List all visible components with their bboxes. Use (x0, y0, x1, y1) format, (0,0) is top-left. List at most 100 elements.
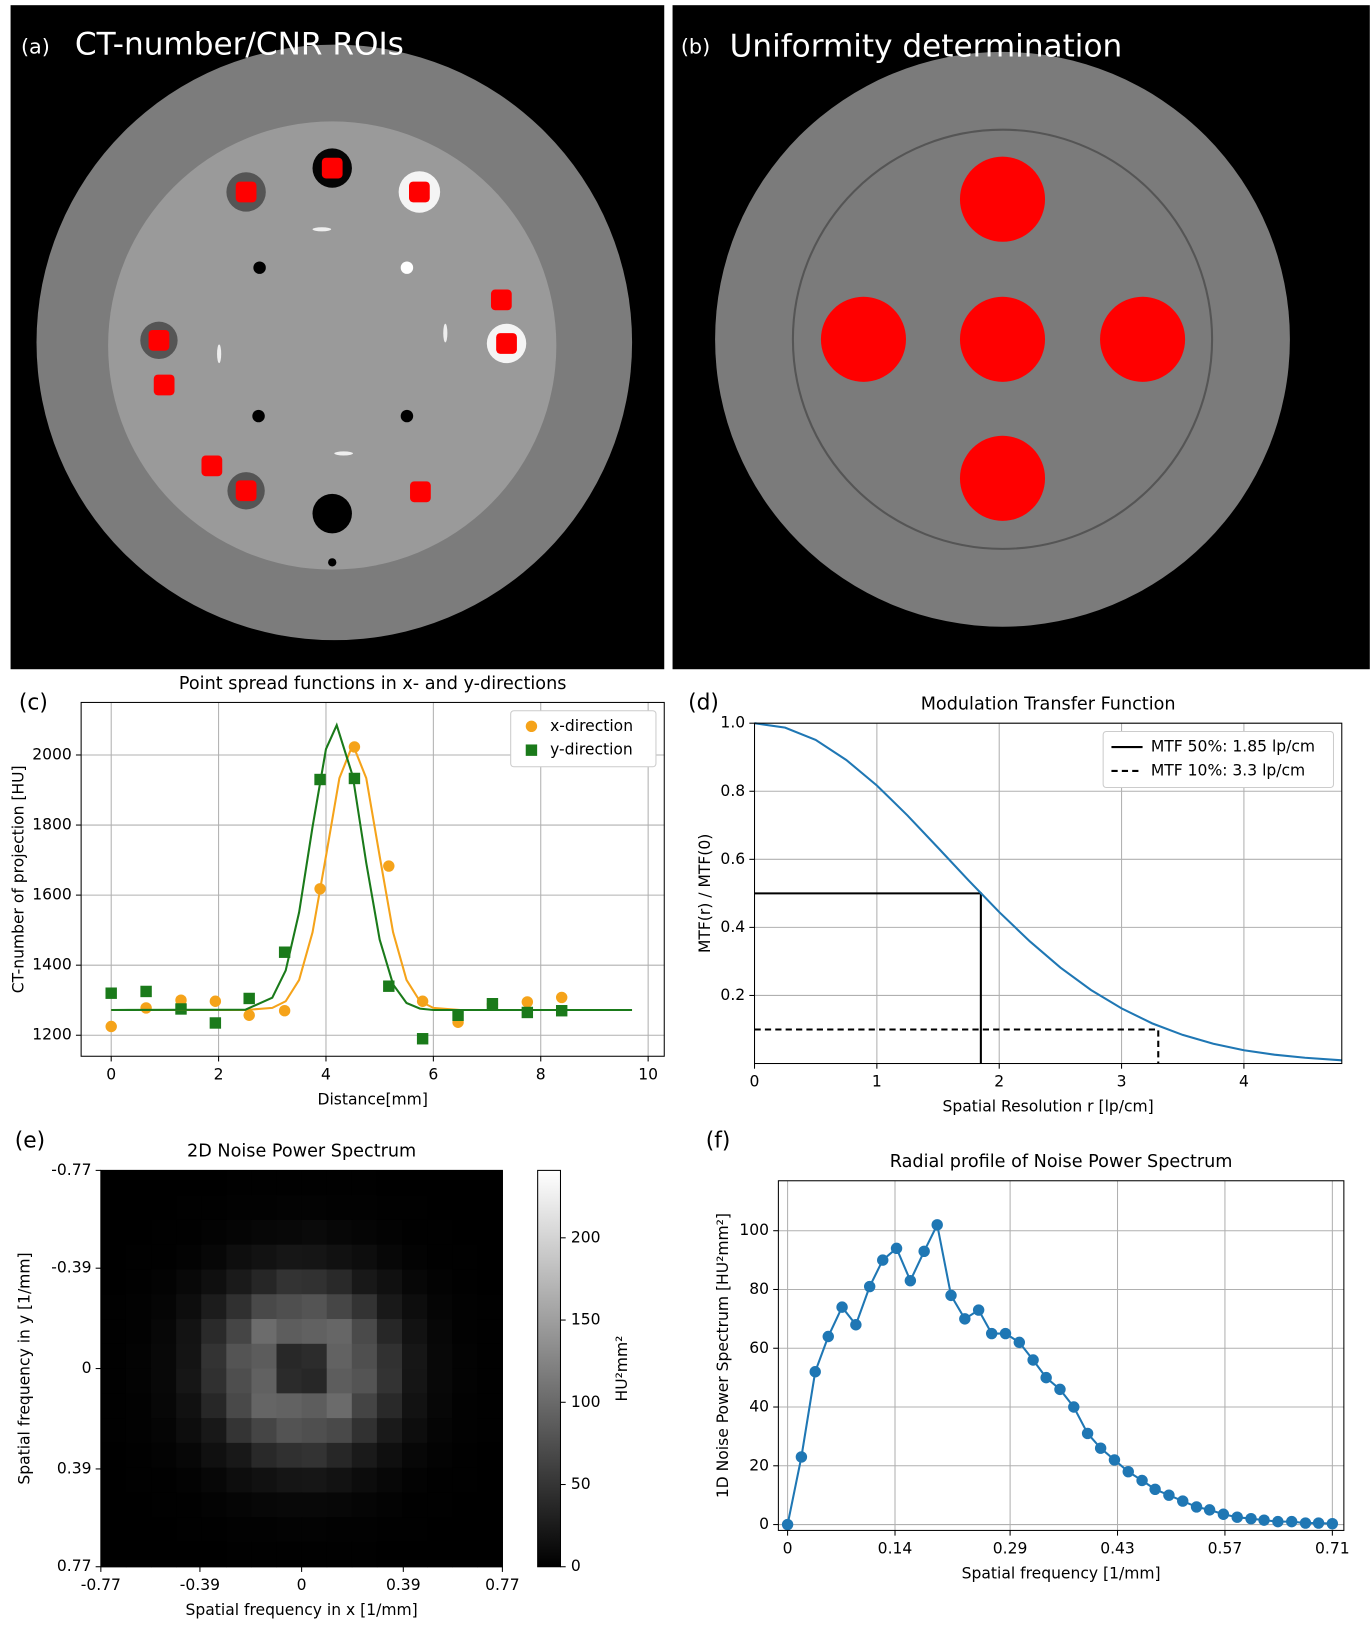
heat-cell (452, 1467, 478, 1493)
point (1177, 1495, 1189, 1507)
x-tick-label: 0.57 (1208, 1540, 1243, 1558)
reference-line (754, 1028, 1160, 1064)
heat-cell (251, 1170, 278, 1196)
heat-cell (376, 1517, 403, 1543)
heat-cell (125, 1393, 152, 1419)
heat-cell (276, 1418, 303, 1444)
heat-cell (301, 1319, 328, 1345)
heat-cell (201, 1294, 227, 1320)
x-tick-label: 10 (638, 1065, 658, 1083)
x-tick-label: 0.71 (1315, 1540, 1350, 1558)
heat-cell (452, 1269, 478, 1295)
y-tick-label: 0.2 (720, 986, 745, 1004)
heat-cell (402, 1294, 428, 1320)
heat-cell (151, 1467, 177, 1493)
point (1068, 1401, 1080, 1413)
heat-cell (226, 1319, 252, 1345)
point (486, 998, 499, 1010)
heat-cell (301, 1418, 328, 1444)
heat-cell (201, 1269, 227, 1295)
legend-label: MTF 50%: 1.85 lp/cm (1151, 738, 1315, 756)
heat-cell (276, 1319, 303, 1345)
heat-cell (201, 1418, 227, 1444)
heat-cell (427, 1195, 453, 1221)
point (1217, 1508, 1230, 1520)
heat-cell (402, 1368, 428, 1394)
point (1258, 1514, 1270, 1526)
point (1312, 1517, 1325, 1529)
heat-cell (326, 1541, 353, 1568)
panel-label: (f) (706, 1128, 731, 1153)
heat-cell (201, 1541, 227, 1568)
legend-box (510, 710, 657, 768)
x-axis-label: Spatial frequency in x [1/mm] (186, 1601, 418, 1619)
point (850, 1319, 862, 1331)
heat-cell (176, 1368, 202, 1394)
heat-cell (326, 1368, 353, 1394)
heat-cell (201, 1319, 227, 1345)
heat-cell (125, 1170, 152, 1196)
heat-cell (427, 1244, 453, 1270)
heat-cell (427, 1343, 453, 1370)
point (959, 1313, 971, 1325)
heat-cell (452, 1319, 478, 1345)
point (1081, 1427, 1094, 1440)
heat-cell (477, 1442, 503, 1469)
heat-cell (226, 1170, 252, 1196)
heat-cell (427, 1442, 453, 1469)
heat-cell (402, 1195, 428, 1221)
heat-cell (376, 1244, 403, 1270)
heat-cell (100, 1418, 127, 1444)
image-title: CT-number/CNR ROIs (75, 27, 404, 63)
heat-cell (100, 1541, 127, 1568)
heat-cell (452, 1294, 478, 1320)
heat-cell (326, 1219, 353, 1246)
heat-cell (402, 1269, 428, 1295)
heat-cell (326, 1418, 353, 1444)
heat-cell (427, 1319, 453, 1345)
heat-cell (427, 1170, 453, 1196)
heat-cell (301, 1170, 328, 1196)
image-title: Uniformity determination (730, 29, 1123, 65)
ct-image-a: (a) CT-number/CNR ROIs (10, 5, 665, 670)
heat-cell (125, 1195, 152, 1221)
heat-cell (100, 1343, 127, 1370)
x-axis-label: Distance[mm] (317, 1090, 427, 1108)
heat-cell (351, 1492, 378, 1518)
heat-cell (125, 1244, 152, 1270)
heat-cell (125, 1294, 152, 1320)
series-line (786, 1221, 1333, 1525)
heat-cell (151, 1492, 177, 1518)
heat-cell (427, 1368, 453, 1394)
chart-title: 2D Noise Power Spectrum (187, 1142, 416, 1162)
heat-cell (201, 1467, 227, 1493)
heat-cell (226, 1541, 252, 1568)
heat-cell (351, 1195, 378, 1221)
heat-cell (477, 1368, 503, 1394)
heat-cell (176, 1343, 202, 1370)
x-tick-label: 6 (428, 1065, 438, 1083)
heat-cell (326, 1393, 353, 1419)
y-tick-label: 1200 (32, 1026, 72, 1044)
x-tick-label: 8 (536, 1065, 546, 1083)
heat-cell (452, 1195, 478, 1221)
heat-cell (151, 1219, 177, 1246)
heat-cell (251, 1418, 278, 1444)
point (416, 1033, 429, 1045)
point (809, 1366, 821, 1378)
heat-cell (201, 1244, 227, 1270)
heat-cell (477, 1269, 503, 1295)
y-tick-label: 0.8 (720, 782, 745, 800)
heat-cell (402, 1219, 428, 1246)
heat-cell (201, 1368, 227, 1394)
x-tick-label: 0.39 (386, 1576, 421, 1594)
heat-cell (351, 1467, 378, 1493)
heat-cell (151, 1343, 177, 1370)
x-tick-label: -0.39 (180, 1576, 220, 1594)
heat-cell (176, 1541, 202, 1568)
heat-cell (251, 1343, 278, 1370)
heat-cell (125, 1442, 152, 1469)
point (140, 1002, 152, 1014)
point (105, 987, 117, 999)
